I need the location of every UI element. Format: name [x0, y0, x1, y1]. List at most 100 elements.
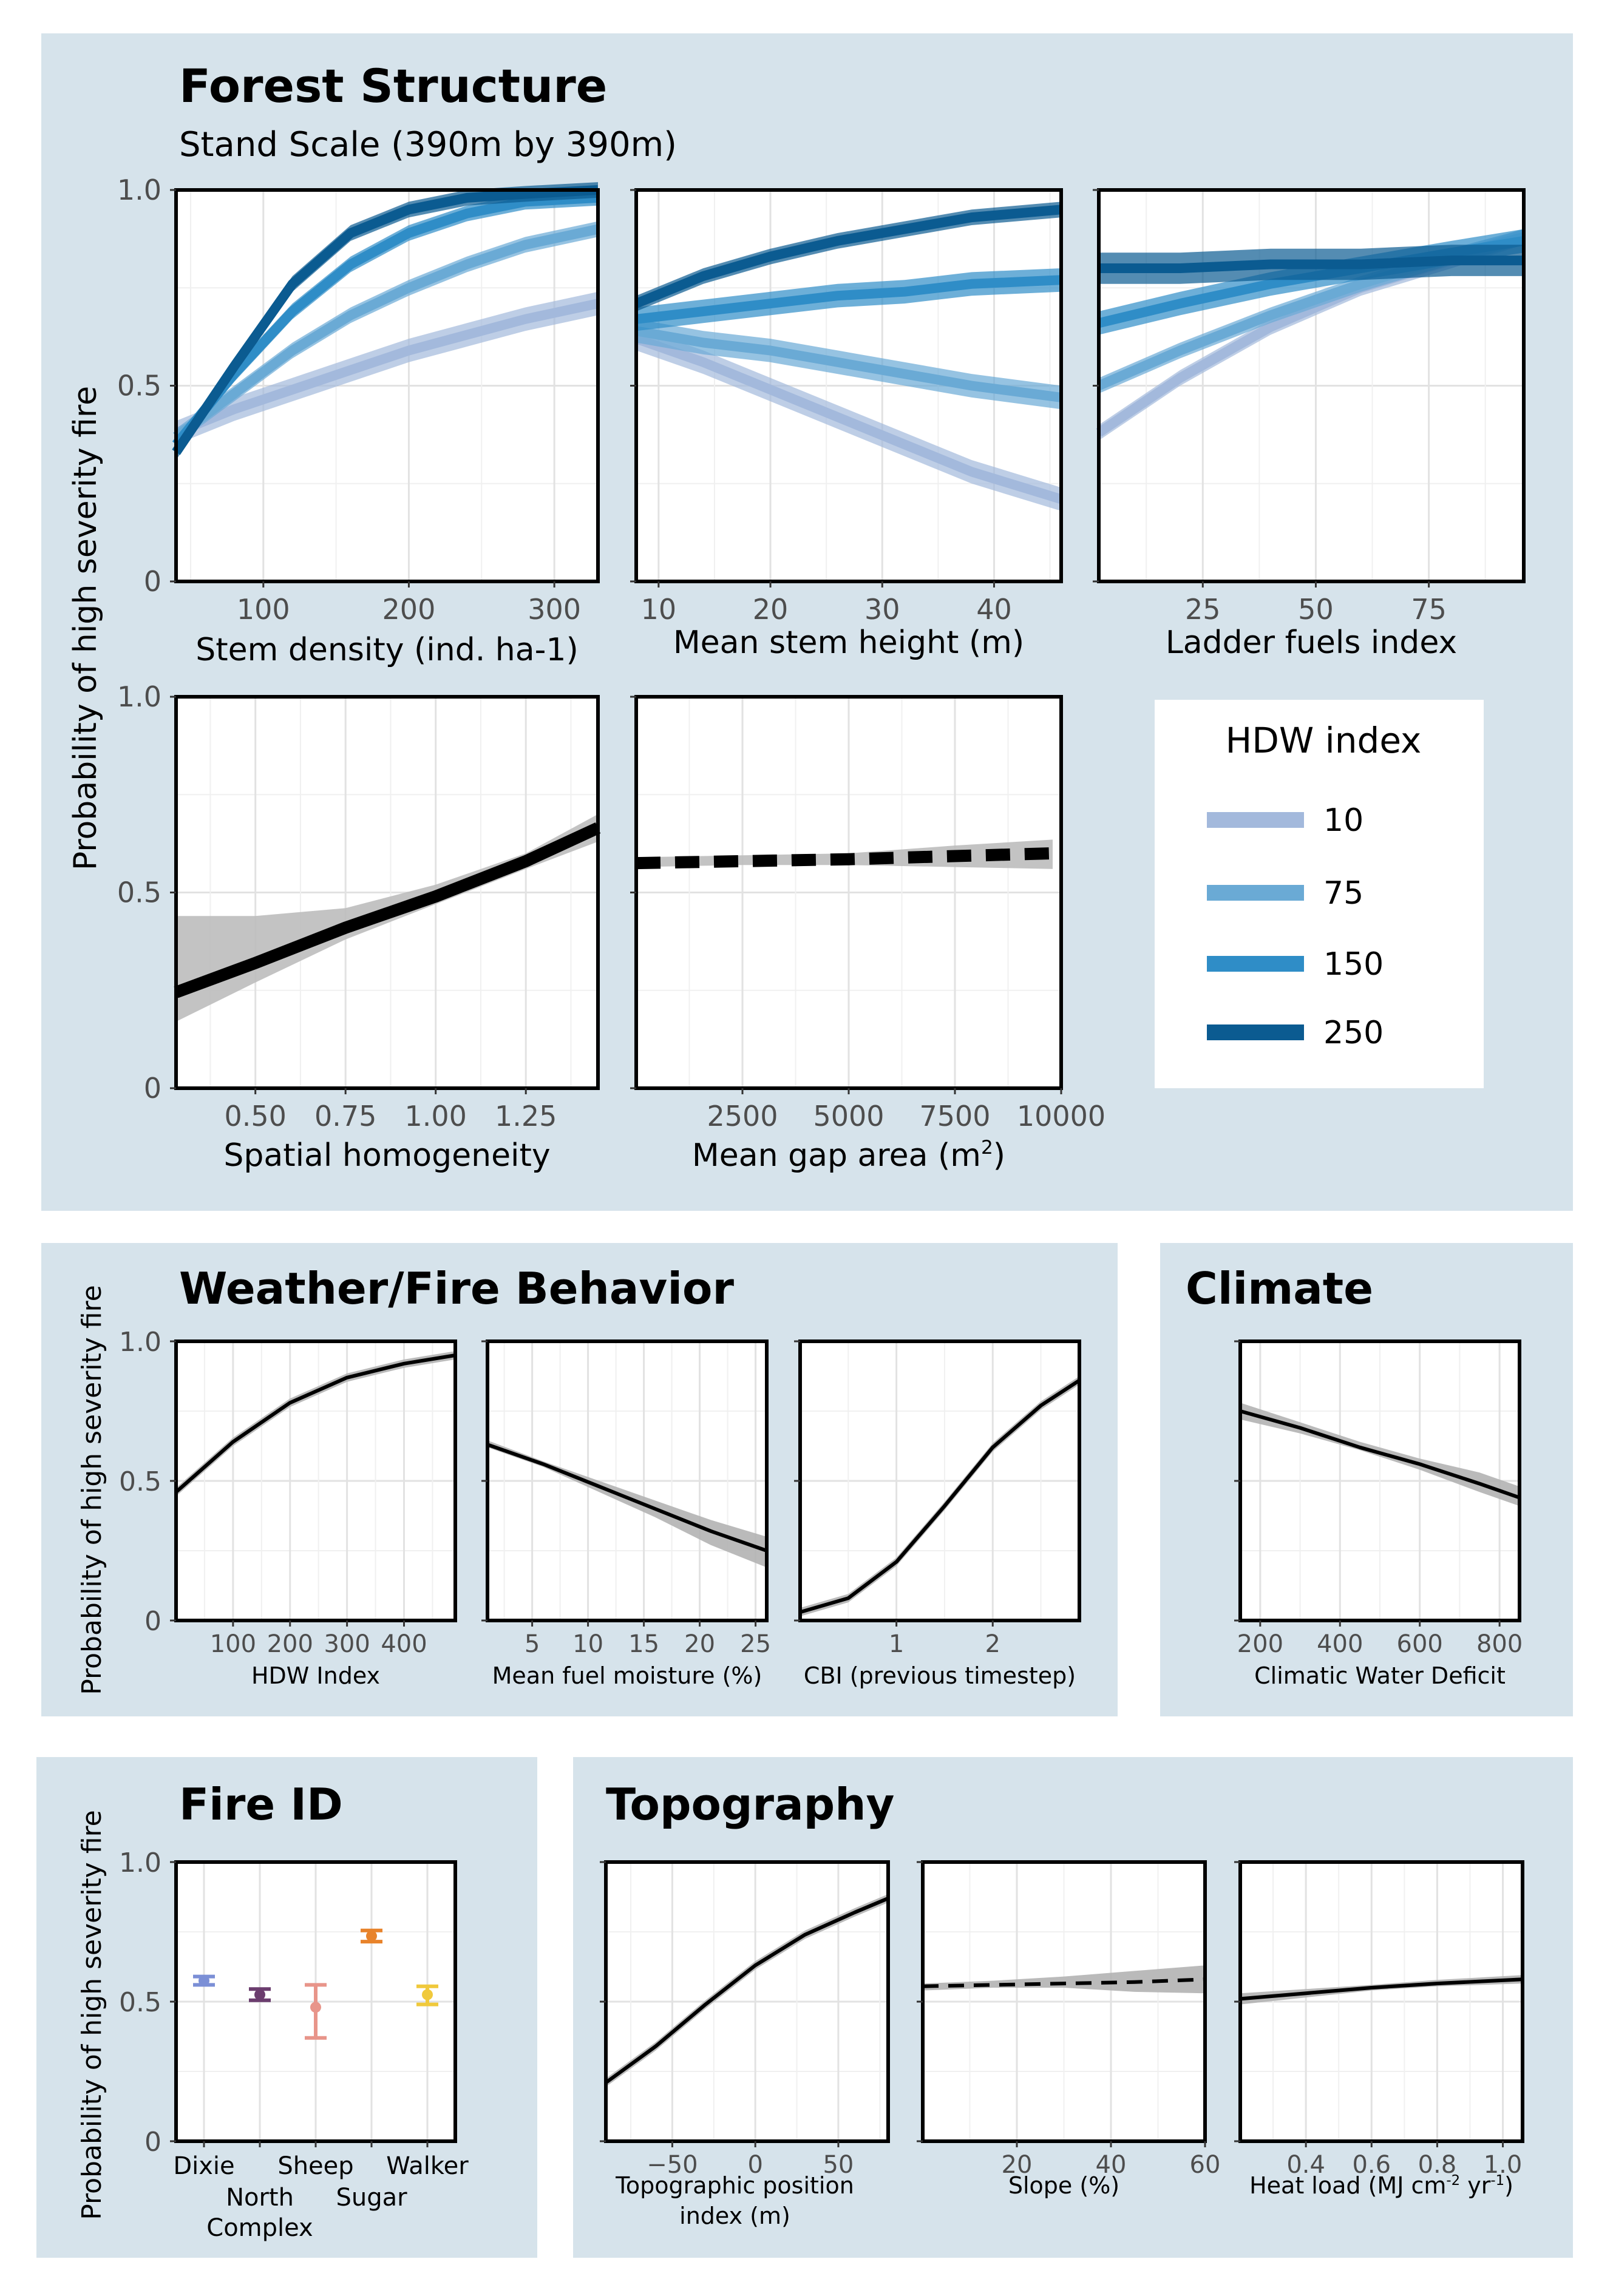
- x-tick-label: 2500: [707, 1100, 778, 1133]
- x-tick-label: 60: [1190, 2151, 1221, 2179]
- y-axis-label-fire-id: Probability of high severity fire: [76, 1810, 107, 2220]
- x-tick-label: 200: [267, 1630, 313, 1658]
- x-tick-label: 0.50: [224, 1100, 286, 1133]
- x-category-label: Dixie: [173, 2152, 234, 2180]
- x-tick-label: 600: [1397, 1630, 1443, 1658]
- legend-key-75: [1207, 885, 1304, 901]
- x-axis-label: Ladder fuels index: [1166, 625, 1457, 661]
- x-tick-label: 300: [324, 1630, 370, 1658]
- fire-id-title: Fire ID: [179, 1779, 343, 1830]
- chart-cbi_prev: 1 2 CBI (previous timestep): [794, 1339, 1081, 1689]
- series-line: [634, 334, 1063, 504]
- x-tick-label: 25: [1185, 593, 1221, 626]
- x-tick-label: 10: [572, 1630, 603, 1658]
- x-axis-label: Mean fuel moisture (%): [492, 1662, 762, 1689]
- chart-cwd: 200 400 600 800 Climatic Water Deficit: [1234, 1339, 1523, 1689]
- y-tick-label: 1.0: [117, 680, 161, 713]
- series-line: [922, 1977, 1206, 1988]
- x-axis-label: Stem density (ind. ha-1): [195, 632, 578, 668]
- ci-band: [176, 221, 598, 445]
- x-tick-label: 10000: [1017, 1100, 1105, 1133]
- series-line: [173, 224, 599, 441]
- series-line: [1240, 1977, 1523, 2001]
- x-tick-label: 5000: [813, 1100, 884, 1133]
- x-tick-label: 20: [753, 593, 789, 626]
- x-tick-label: 100: [237, 593, 290, 626]
- x-tick-label: 40: [976, 593, 1012, 626]
- y-tick-label: 1.0: [119, 1847, 161, 1878]
- x-tick-label: 800: [1476, 1630, 1523, 1658]
- series-line: [172, 185, 599, 455]
- chart-stem_density: 0 0.5 1.0 100 200 300 Stem density (ind. ha-1): [117, 174, 600, 668]
- x-tick-label: 75: [1411, 593, 1447, 626]
- x-axis-label: Heat load (MJ cm-2 yr-1): [1249, 2172, 1513, 2199]
- y-tick-label: 0.5: [119, 1987, 161, 2018]
- x-tick-label: 10: [641, 593, 677, 626]
- y-tick-label: 0.5: [117, 876, 161, 909]
- forest-structure-subtitle: Stand Scale (390m by 390m): [179, 125, 677, 164]
- legend: HDW index 10 75 150 250: [1155, 700, 1484, 1088]
- data-point: [199, 1975, 209, 1986]
- series-line: [800, 1378, 1081, 1614]
- forest-structure-title: Forest Structure: [179, 59, 607, 113]
- ci-band: [800, 1376, 1079, 1617]
- data-point: [254, 1989, 265, 2000]
- legend-label-250: 250: [1323, 1015, 1384, 1051]
- series-line: [172, 192, 599, 448]
- x-tick-label: 5: [525, 1630, 540, 1658]
- weather-title: Weather/Fire Behavior: [179, 1263, 734, 1314]
- x-axis-label: Spatial homogeneity: [223, 1137, 550, 1174]
- legend-label-75: 75: [1323, 875, 1363, 912]
- x-tick-label: −50: [647, 2151, 698, 2179]
- legend-key-250: [1207, 1024, 1304, 1040]
- x-category-label: Sugar: [336, 2184, 407, 2212]
- y-tick-label: 0: [144, 1072, 161, 1105]
- y-tick-label: 0: [144, 1606, 161, 1637]
- series-line: [636, 847, 1053, 870]
- x-category-label: Walker: [386, 2152, 469, 2180]
- chart-gap_area: 2500 5000 7500 10000 Mean gap area (m2): [630, 695, 1105, 1174]
- series-line: [634, 205, 1062, 308]
- series-line: [635, 326, 1062, 402]
- y-axis-label-weather: Probability of high severity fire: [76, 1285, 107, 1695]
- x-tick-label: 300: [528, 593, 581, 626]
- x-axis-label: Climatic Water Deficit: [1254, 1662, 1506, 1689]
- y-tick-label: 0.5: [119, 1466, 161, 1497]
- x-tick-label: 15: [628, 1630, 659, 1658]
- x-tick-label: 1: [889, 1630, 904, 1658]
- x-tick-label: 200: [382, 593, 436, 626]
- legend-label-10: 10: [1323, 802, 1363, 839]
- x-axis-label: Mean stem height (m): [673, 625, 1024, 661]
- series-line: [1099, 256, 1524, 273]
- x-category-label: Complex: [206, 2214, 313, 2242]
- x-tick-label: 40: [1096, 2151, 1127, 2179]
- x-tick-label: 200: [1237, 1630, 1283, 1658]
- y-tick-label: 1.0: [119, 1327, 161, 1358]
- x-axis-label: HDW Index: [251, 1662, 380, 1689]
- x-tick-label: 50: [1298, 593, 1334, 626]
- y-tick-label: 0: [144, 565, 161, 598]
- x-tick-label: 0.75: [314, 1100, 376, 1133]
- x-tick-label: 400: [1317, 1630, 1363, 1658]
- x-tick-label: 1.00: [404, 1100, 466, 1133]
- chart-spatial_homog: 0 0.5 1.0 0.50 0.75 1.00 1.25 Spatial homogenei…: [117, 680, 601, 1174]
- x-axis-label: index (m): [679, 2203, 790, 2229]
- series-line: [487, 1443, 767, 1553]
- legend-key-10: [1207, 812, 1304, 828]
- x-axis-label: Topographic position: [615, 2172, 854, 2199]
- ci-band: [606, 1894, 888, 2087]
- x-tick-label: 0.6: [1352, 2151, 1391, 2179]
- y-tick-label: 0: [144, 2127, 161, 2158]
- x-category-label: North: [226, 2184, 294, 2212]
- x-tick-label: 1.25: [495, 1100, 557, 1133]
- series-line: [605, 1897, 889, 2084]
- series-line: [174, 822, 601, 998]
- y-tick-label: 0.5: [117, 370, 161, 402]
- y-tick-label: 1.0: [117, 174, 161, 206]
- chart-fuel_moisture: 5 10 15 20 25 Mean fuel moisture (%): [481, 1339, 771, 1689]
